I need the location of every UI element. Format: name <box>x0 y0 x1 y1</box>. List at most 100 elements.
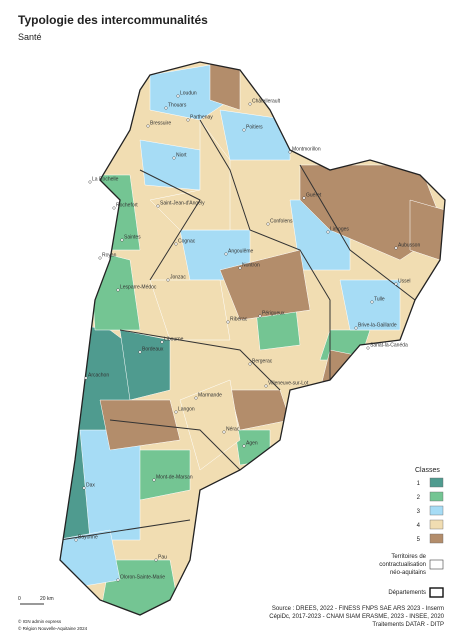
city-dot <box>264 384 268 388</box>
department-border <box>119 329 281 391</box>
scale-start: 0 <box>18 596 21 602</box>
city-dot <box>82 486 86 490</box>
city-dot <box>160 340 164 344</box>
city-label: Royan <box>102 253 117 259</box>
city-label: Périgueux <box>262 311 285 317</box>
legend-swatch <box>429 477 444 488</box>
city-label: Rochefort <box>116 203 138 209</box>
city-dot <box>88 180 92 184</box>
city-dot <box>226 320 230 324</box>
city-label: Poitiers <box>246 125 263 131</box>
zone <box>99 559 181 615</box>
city-dot <box>146 124 150 128</box>
city-label: Lesparre-Médoc <box>120 285 157 291</box>
city-dot <box>248 362 252 366</box>
department-border <box>139 169 201 281</box>
legend-territories: contractualisation <box>379 562 426 568</box>
city-label: Bordeaux <box>142 347 164 353</box>
city-dot <box>176 94 180 98</box>
city-label: Saintes <box>124 235 141 241</box>
city-dot <box>116 578 120 582</box>
city-label: Pau <box>158 555 167 561</box>
city-label: Sarlat-la-Canéda <box>370 343 408 349</box>
legend-swatch-departments <box>429 587 444 598</box>
city-label: Montmorillon <box>292 147 321 153</box>
city-dot <box>186 118 190 122</box>
city-label: Arcachon <box>88 373 109 379</box>
city-dot <box>302 196 306 200</box>
city-label: La Rochelle <box>92 177 119 183</box>
city-label: Guéret <box>306 193 322 199</box>
city-label: Brive-la-Gaillarde <box>358 323 397 329</box>
city-dot <box>222 430 226 434</box>
city-dot <box>154 558 158 562</box>
city-label: Cognac <box>178 239 196 245</box>
city-dot <box>258 314 262 318</box>
city-label: Bayonne <box>78 535 98 541</box>
city-dot <box>98 256 102 260</box>
department-border <box>60 519 191 541</box>
credit: © IGN admin express <box>18 618 62 624</box>
city-label: Nérac <box>226 427 240 433</box>
city-dot <box>174 242 178 246</box>
department-border <box>199 119 331 380</box>
city-label: Parthenay <box>190 115 213 121</box>
city-label: Thouars <box>168 103 187 109</box>
city-label: Angoulême <box>228 249 254 255</box>
city-label: Agen <box>246 441 258 447</box>
city-dot <box>288 150 292 154</box>
city-dot <box>174 410 178 414</box>
city-dot <box>224 252 228 256</box>
city-dot <box>366 346 370 350</box>
city-dot <box>266 222 270 226</box>
source: Traitements DATAR - DITP <box>372 622 444 628</box>
credit: © Région Nouvelle-Aquitaine 2024 <box>18 625 88 631</box>
source: Source : DREES, 2022 - FINESS FNPS SAE A… <box>272 606 444 612</box>
city-dot <box>164 106 168 110</box>
city-label: Aubusson <box>398 243 420 249</box>
legend-label: 1 <box>417 481 421 487</box>
department-border <box>299 164 416 301</box>
city-dot <box>238 266 242 270</box>
zone <box>119 329 171 401</box>
legend-territories: néo-aquitains <box>390 570 426 576</box>
city-dot <box>156 204 160 208</box>
city-dot <box>152 478 156 482</box>
city-dot <box>394 282 398 286</box>
city-dot <box>120 238 124 242</box>
city-dot <box>112 206 116 210</box>
city-label: Bergerac <box>252 359 273 365</box>
city-label: Villeneuve-sur-Lot <box>268 381 309 387</box>
title: Typologie des intercommunalités <box>18 13 208 27</box>
zone <box>149 279 231 341</box>
zone <box>339 279 401 331</box>
city-dot <box>116 288 120 292</box>
legend-swatch <box>429 519 444 530</box>
source: CépiDc, 2017-2023 - CNAM SIAM ERASME, 20… <box>269 614 444 620</box>
city-dot <box>84 376 88 380</box>
city-dot <box>354 326 358 330</box>
city-label: Nontron <box>242 263 260 269</box>
city-label: Niort <box>176 153 187 159</box>
city-dot <box>172 156 176 160</box>
department-border <box>109 419 241 471</box>
city-label: Châtellerault <box>252 99 281 105</box>
legend-title: Classes <box>415 467 440 474</box>
city-label: Jonzac <box>170 275 186 281</box>
city-dot <box>394 246 398 250</box>
city-label: Limoges <box>330 227 349 233</box>
legend-swatch <box>429 491 444 502</box>
legend-label: 2 <box>417 495 421 501</box>
zone <box>219 249 311 321</box>
city-label: Dax <box>86 483 95 489</box>
city-dot <box>326 230 330 234</box>
legend: 1 2 3 4 5 <box>417 477 444 544</box>
city-dot <box>194 396 198 400</box>
zone <box>179 379 241 471</box>
legend-swatch <box>429 533 444 544</box>
subtitle: Santé <box>18 32 42 42</box>
city-label: Langon <box>178 407 195 413</box>
legend-label: 4 <box>417 523 421 529</box>
city-label: Libourne <box>164 337 184 343</box>
